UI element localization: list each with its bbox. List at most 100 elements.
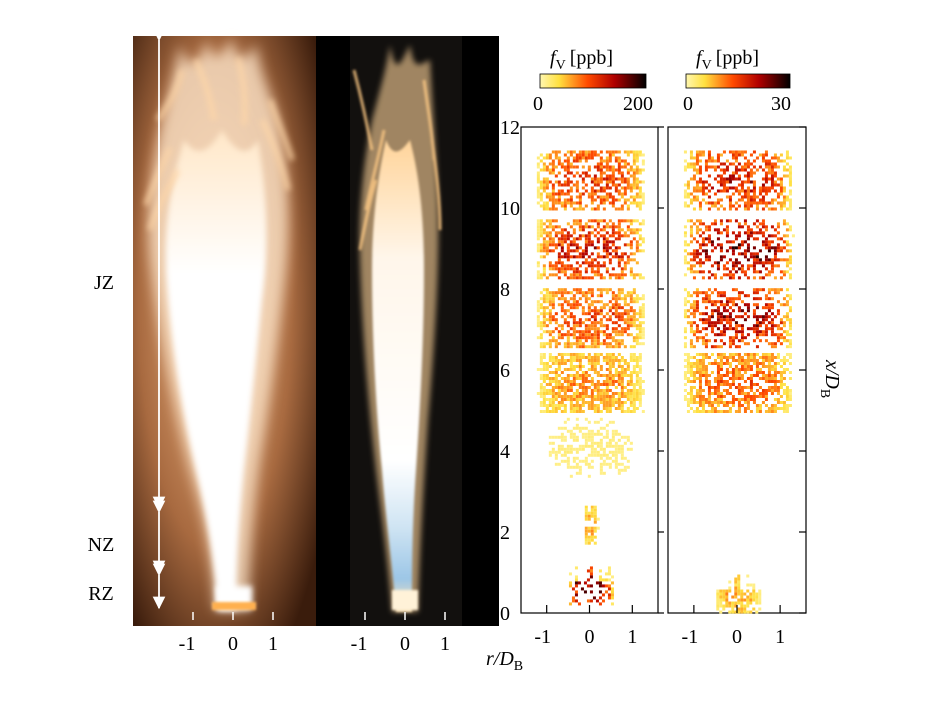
heatmap-cell [596,432,600,436]
heatmap-cell [584,291,588,295]
heatmap-cell [575,342,579,346]
heatmap-cell [596,207,600,211]
heatmap-cell [602,249,606,253]
heatmap-cell [595,599,599,603]
heatmap-cell [548,168,552,172]
heatmap-cell [716,315,720,319]
heatmap-cell [752,373,756,377]
heatmap-cell [752,586,756,590]
heatmap-cell [572,207,576,211]
heatmap-cell [788,333,792,337]
heatmap-cell [569,364,573,368]
heatmap-cell [551,150,555,154]
heatmap-cell [572,376,576,380]
heatmap-cell [743,604,747,608]
heatmap-cell [761,355,765,359]
heatmap-cell [626,379,630,383]
heatmap-cell [629,306,633,310]
heatmap-cell [773,207,777,211]
heatmap-cell [710,204,714,208]
heatmap-cell [743,294,747,298]
heatmap-cell [629,240,633,244]
heatmap-cell [692,222,696,226]
heatmap-cell [707,159,711,163]
heatmap-cell [638,297,642,301]
heatmap-cell [548,309,552,313]
heatmap-cell [785,315,789,319]
heatmap-cell [785,318,789,322]
heatmap-cell [764,237,768,241]
heatmap-cell [746,595,750,599]
heatmap-cell [698,222,702,226]
heatmap-cell [692,162,696,166]
heatmap-cell [743,252,747,256]
heatmap-cell [584,240,588,244]
heatmap-cell [575,373,579,377]
heatmap-cell [626,204,630,208]
heatmap-cell [599,306,603,310]
heatmap-cell [695,228,699,232]
heatmap-cell [575,370,579,374]
heatmap-cell [770,180,774,184]
heatmap-cell [587,429,591,433]
heatmap-cell [749,201,753,205]
heatmap-cell [635,370,639,374]
heatmap-cell [707,400,711,404]
heatmap-cell [743,222,747,226]
heatmap-cell [620,234,624,238]
heatmap-cell [545,376,549,380]
heatmap-cell [770,330,774,334]
heatmap-cell [746,189,750,193]
heatmap-cell [626,234,630,238]
heatmap-cell [587,517,591,521]
heatmap-cell [554,231,558,235]
heatmap-cell [701,409,705,413]
heatmap-cell [608,309,612,313]
heatmap-cell [755,255,759,259]
heatmap-cell [560,355,564,359]
heatmap-cell [602,459,606,463]
heatmap-cell [569,153,573,157]
heatmap-cell [683,300,687,304]
heatmap-cell [722,409,726,413]
heatmap-cell [548,231,552,235]
heatmap-cell [731,156,735,160]
heatmap-cell [761,207,765,211]
heatmap-cell [542,297,546,301]
heatmap-cell [764,162,768,166]
heatmap-cell [776,156,780,160]
heatmap-cell [686,294,690,298]
heatmap-cell [590,361,594,365]
heatmap-cell [710,312,714,316]
heatmap-cell [599,352,603,356]
heatmap-cell [545,249,549,253]
heatmap-cell [632,288,636,292]
heatmap-cell [605,376,609,380]
heatmap-cell [755,388,759,392]
heatmap-cell [575,219,579,223]
heatmap-cell [701,388,705,392]
heatmap-cell [545,225,549,229]
heatmap-cell [617,276,621,280]
heatmap-cell [610,590,614,594]
heatmap-cell [581,330,585,334]
heatmap-cell [569,264,573,268]
heatmap-cell [596,288,600,292]
heatmap-cell [758,270,762,274]
zone-label-rz: RZ [88,583,114,605]
heatmap-cell [548,261,552,265]
heatmap-cell [716,318,720,322]
heatmap-cell [590,258,594,262]
heatmap-cell [725,180,729,184]
heatmap-cell [725,297,729,301]
heatmap-cell [713,177,717,181]
heatmap-cell [587,306,591,310]
heatmap-cell [764,255,768,259]
heatmap-cell [641,222,645,226]
heatmap-cell [602,435,606,439]
heatmap-cell [569,291,573,295]
heatmap-cell [545,306,549,310]
heatmap-cell [629,355,633,359]
heatmap-cell [638,336,642,340]
heatmap-cell [740,355,744,359]
